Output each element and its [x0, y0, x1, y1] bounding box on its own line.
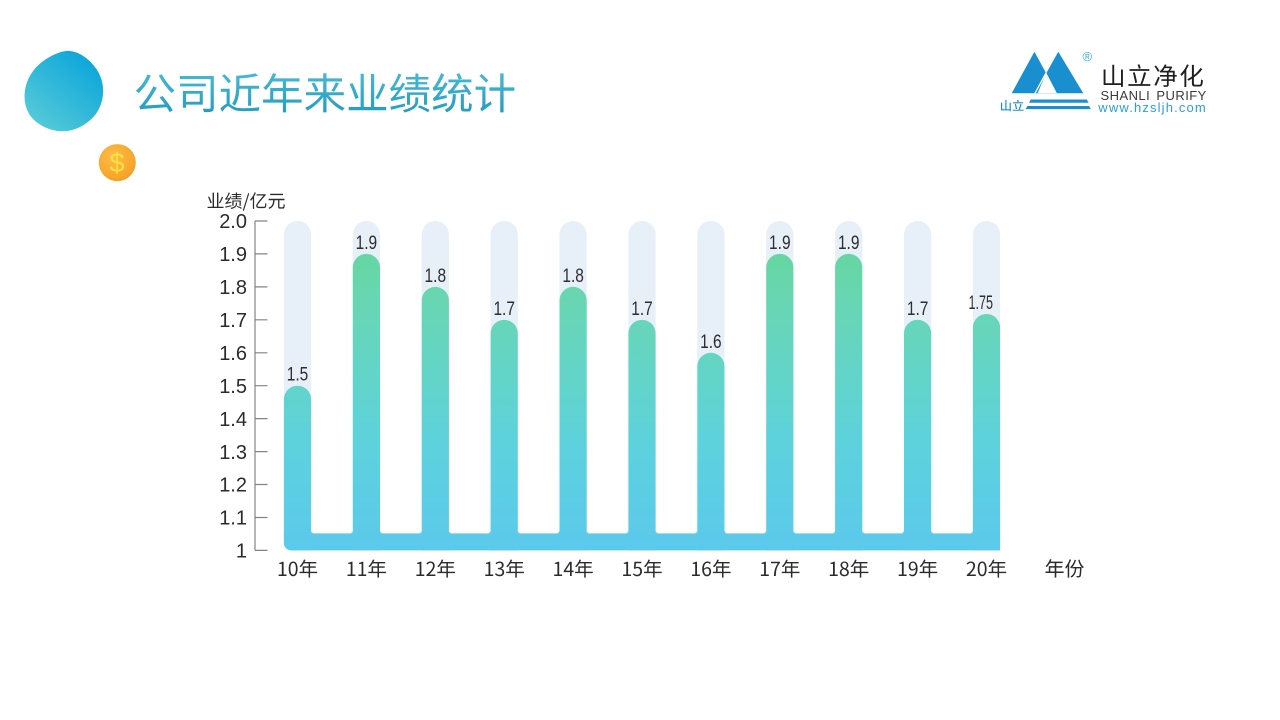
- svg-text:1.9: 1.9: [838, 232, 860, 254]
- svg-text:1.8: 1.8: [219, 277, 247, 299]
- svg-text:1.9: 1.9: [219, 244, 247, 266]
- svg-text:®: ®: [1083, 49, 1093, 64]
- svg-text:1.5: 1.5: [287, 364, 309, 386]
- svg-text:1.9: 1.9: [356, 232, 378, 254]
- svg-text:1: 1: [236, 541, 247, 563]
- svg-text:1.7: 1.7: [493, 298, 515, 320]
- svg-text:1.5: 1.5: [219, 376, 247, 398]
- svg-text:SHANLI PURIFY: SHANLI PURIFY: [1101, 88, 1207, 103]
- svg-text:1.7: 1.7: [631, 298, 653, 320]
- svg-text:1.8: 1.8: [562, 265, 584, 287]
- svg-text:1.9: 1.9: [769, 232, 791, 254]
- svg-text:1.75: 1.75: [968, 292, 993, 314]
- svg-text:1.7: 1.7: [219, 310, 247, 332]
- svg-text:1.2: 1.2: [219, 475, 247, 497]
- svg-text:1.3: 1.3: [219, 442, 247, 464]
- svg-text:1.7: 1.7: [907, 298, 929, 320]
- svg-text:1.1: 1.1: [219, 508, 247, 530]
- svg-text:www.hzsljh.com: www.hzsljh.com: [1097, 100, 1207, 115]
- svg-text:1.6: 1.6: [219, 343, 247, 365]
- svg-text:2.0: 2.0: [219, 211, 247, 233]
- svg-text:1.4: 1.4: [219, 409, 247, 431]
- svg-text:1.8: 1.8: [425, 265, 447, 287]
- svg-text:1.6: 1.6: [700, 331, 722, 353]
- svg-text:$: $: [109, 148, 124, 178]
